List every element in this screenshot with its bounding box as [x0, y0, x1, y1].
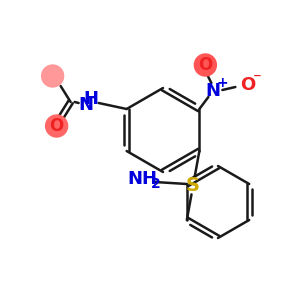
Text: ⁻: ⁻ — [253, 70, 262, 88]
Text: NH: NH — [128, 170, 158, 188]
Text: +: + — [217, 76, 228, 90]
Text: O: O — [50, 117, 64, 135]
Text: N: N — [78, 96, 93, 114]
Circle shape — [42, 65, 64, 87]
Text: H: H — [83, 90, 98, 108]
Circle shape — [194, 54, 216, 76]
Text: N: N — [206, 82, 221, 100]
Text: 2: 2 — [151, 177, 161, 191]
Text: O: O — [198, 56, 212, 74]
Circle shape — [46, 115, 68, 137]
Text: S: S — [186, 176, 200, 195]
Text: O: O — [240, 76, 255, 94]
